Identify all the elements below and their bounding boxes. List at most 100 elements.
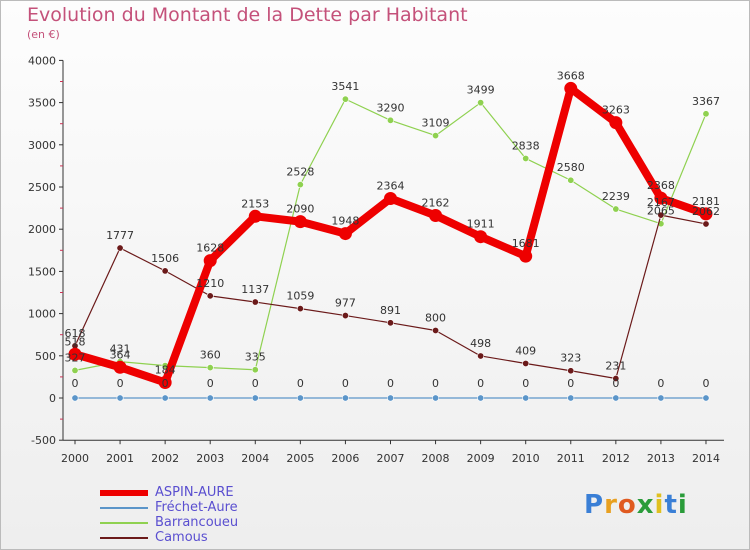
legend-label: Fréchet-Aure	[155, 500, 238, 515]
data-label: 1506	[151, 252, 179, 265]
data-point	[161, 267, 169, 275]
data-point	[612, 394, 620, 402]
x-tick-label: 2003	[196, 452, 224, 465]
data-point	[296, 305, 304, 313]
logo-letter: t	[664, 490, 678, 520]
data-label: 1059	[286, 290, 314, 303]
data-point	[477, 99, 485, 107]
data-point	[654, 191, 668, 205]
data-label: 0	[477, 377, 484, 390]
data-label: 0	[657, 377, 664, 390]
proxiti-logo: Proxiti	[584, 490, 688, 520]
data-point	[432, 394, 440, 402]
data-label: 0	[432, 377, 439, 390]
y-tick-label: 500	[35, 350, 56, 363]
data-label: 1911	[467, 218, 495, 231]
data-point	[158, 375, 172, 389]
data-point	[251, 298, 259, 306]
data-label: 2838	[512, 139, 540, 152]
x-tick-label: 2012	[602, 452, 630, 465]
y-tick-label: 3500	[28, 97, 56, 110]
data-point	[248, 209, 262, 223]
y-tick-label: 0	[49, 392, 56, 405]
data-point	[386, 394, 394, 402]
data-label: 335	[245, 351, 266, 364]
data-label: 364	[110, 348, 131, 361]
x-tick-label: 2002	[151, 452, 179, 465]
x-tick-label: 2014	[692, 452, 720, 465]
data-point	[386, 116, 394, 124]
y-tick-label: 2500	[28, 181, 56, 194]
data-label: 3367	[692, 95, 720, 108]
x-tick-label: 2013	[647, 452, 675, 465]
data-label: 1628	[196, 242, 224, 255]
data-point	[702, 220, 710, 228]
data-point	[522, 359, 530, 367]
x-tick-label: 2004	[241, 452, 269, 465]
data-point	[609, 116, 623, 130]
data-point	[432, 132, 440, 140]
data-point	[567, 394, 575, 402]
data-point	[432, 326, 440, 334]
data-point	[71, 366, 79, 374]
data-point	[519, 249, 533, 263]
data-label: 231	[605, 360, 626, 373]
data-label: 3541	[331, 80, 359, 93]
data-label: 0	[297, 377, 304, 390]
data-label: 3109	[422, 117, 450, 130]
data-label: 323	[560, 352, 581, 365]
data-point	[338, 227, 352, 241]
x-tick-label: 2000	[61, 452, 89, 465]
data-label: 2580	[557, 161, 585, 174]
legend-swatch	[100, 522, 148, 524]
data-point	[474, 230, 488, 244]
data-point	[341, 394, 349, 402]
data-label: 1948	[331, 215, 359, 228]
x-tick-label: 2006	[331, 452, 359, 465]
logo-letter: i	[654, 490, 665, 520]
y-tick-label: 3000	[28, 139, 56, 152]
data-label: 2239	[602, 190, 630, 203]
legend-item-frechet-aure: Fréchet-Aure	[100, 501, 300, 515]
data-point	[116, 244, 124, 252]
y-tick-label: -500	[31, 434, 56, 447]
legend-label: Barrancoueu	[155, 515, 239, 530]
data-point	[564, 81, 578, 95]
data-label: 891	[380, 304, 401, 317]
data-label: 0	[387, 377, 394, 390]
data-point	[702, 394, 710, 402]
data-point	[296, 181, 304, 189]
data-point	[386, 319, 394, 327]
data-point	[657, 394, 665, 402]
data-point	[203, 254, 217, 268]
chart-title: Evolution du Montant de la Dette par Hab…	[27, 4, 468, 26]
x-tick-label: 2007	[376, 452, 404, 465]
data-point	[567, 176, 575, 184]
legend-label: ASPIN-AURE	[155, 485, 234, 500]
x-tick-label: 2001	[106, 452, 134, 465]
series-line-aspin-aure	[71, 84, 710, 387]
data-label: 2368	[647, 179, 675, 192]
data-point	[612, 375, 620, 383]
legend-item-aspin-aure: ASPIN-AURE	[100, 486, 300, 500]
data-point	[567, 367, 575, 375]
data-label: 3290	[376, 101, 404, 114]
data-label: 800	[425, 311, 446, 324]
series-line-barrancoueu	[74, 98, 707, 372]
data-point	[251, 366, 259, 374]
legend-swatch	[100, 507, 148, 509]
data-point	[251, 394, 259, 402]
data-point	[293, 215, 307, 229]
data-label: 0	[162, 377, 169, 390]
data-label: 0	[117, 377, 124, 390]
data-point	[161, 394, 169, 402]
x-tick-label: 2009	[467, 452, 495, 465]
data-label: 2062	[692, 205, 720, 218]
x-tick-label: 2010	[512, 452, 540, 465]
data-point	[699, 207, 713, 221]
chart-subtitle: (en €)	[27, 28, 60, 41]
data-label: 2153	[241, 197, 269, 210]
data-label: 0	[567, 377, 574, 390]
data-point	[296, 394, 304, 402]
